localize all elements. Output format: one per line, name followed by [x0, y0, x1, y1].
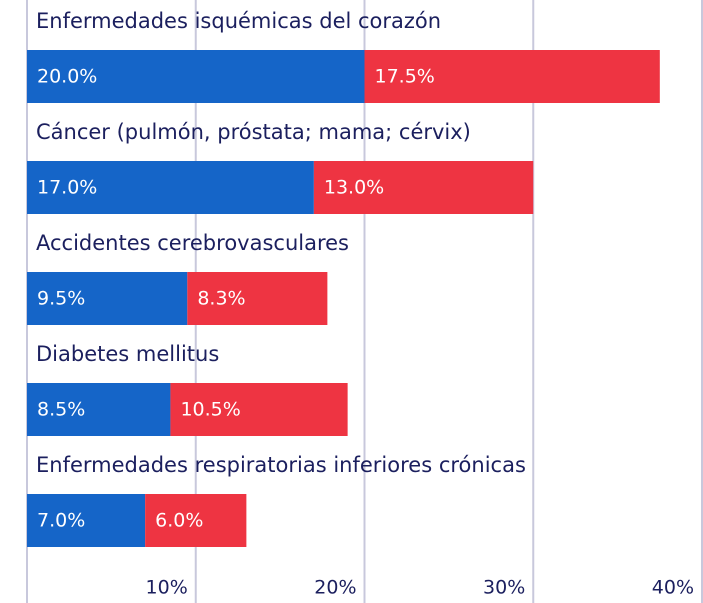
value-label: 10.5% — [180, 399, 240, 421]
bar-segment — [187, 272, 328, 325]
value-label: 7.0% — [37, 510, 85, 532]
x-tick-label: 30% — [483, 577, 525, 599]
bar-segment — [364, 50, 660, 103]
category-label: Diabetes mellitus — [36, 342, 219, 366]
value-label: 8.3% — [197, 288, 245, 310]
value-label: 17.5% — [375, 66, 435, 88]
x-tick-label: 10% — [146, 577, 188, 599]
category-label: Enfermedades respiratorias inferiores cr… — [36, 453, 526, 477]
x-tick-label: 20% — [314, 577, 356, 599]
bar-segment — [27, 50, 365, 103]
bar-segment — [27, 272, 188, 325]
value-label: 20.0% — [37, 66, 97, 88]
bar-segment — [313, 161, 534, 214]
x-tick-label: 40% — [652, 577, 694, 599]
value-label: 6.0% — [155, 510, 203, 532]
category-label: Cáncer (pulmón, próstata; mama; cérvix) — [36, 120, 471, 144]
value-label: 8.5% — [37, 399, 85, 421]
value-label: 9.5% — [37, 288, 85, 310]
bar-segment — [27, 161, 314, 214]
category-label: Accidentes cerebrovasculares — [36, 231, 349, 255]
bar-segment — [145, 494, 247, 547]
category-label: Enfermedades isquémicas del corazón — [36, 9, 441, 33]
value-label: 13.0% — [324, 177, 384, 199]
value-label: 17.0% — [37, 177, 97, 199]
bar-segment — [27, 494, 146, 547]
bar-segment — [27, 383, 171, 436]
bar-segment — [170, 383, 348, 436]
